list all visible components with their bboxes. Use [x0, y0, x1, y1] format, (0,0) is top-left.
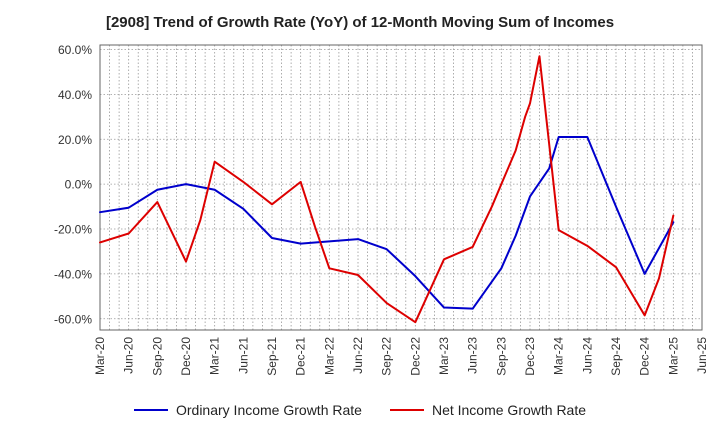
x-tick-label: Jun-20 [122, 337, 136, 374]
legend-swatch-net-income [389, 409, 424, 411]
x-tick-label: Mar-20 [93, 337, 107, 375]
x-tick-label: Mar-22 [322, 337, 336, 375]
x-tick-label: Sep-23 [494, 337, 508, 376]
x-tick-label: Sep-20 [150, 337, 164, 376]
x-tick-label: Mar-23 [437, 337, 451, 375]
legend-item-ordinary-income: Ordinary Income Growth Rate [133, 402, 362, 418]
x-tick-label: Mar-25 [666, 337, 680, 375]
x-tick-label: Jun-23 [466, 337, 480, 374]
x-tick-label: Mar-24 [552, 337, 566, 375]
x-tick-label: Jun-24 [580, 337, 594, 374]
x-tick-label: Sep-24 [609, 337, 623, 376]
series-line-ordinary-income [99, 136, 675, 310]
chart-title: [2908] Trend of Growth Rate (YoY) of 12-… [105, 14, 615, 31]
x-tick-label: Mar-21 [208, 337, 222, 375]
x-tick-label: Jun-25 [695, 337, 709, 374]
x-tick-label: Dec-22 [408, 337, 422, 376]
x-tick-label: Dec-24 [638, 337, 652, 376]
x-tick-label: Dec-21 [294, 337, 308, 376]
chart-legend: Ordinary Income Growth Rate Net Income G… [0, 402, 720, 418]
y-tick-label: -40.0% [54, 267, 92, 281]
y-tick-label: 40.0% [58, 88, 92, 102]
legend-label-ordinary-income: Ordinary Income Growth Rate [175, 402, 362, 418]
x-tick-label: Dec-20 [179, 337, 193, 376]
legend-label-net-income: Net Income Growth Rate [431, 402, 587, 418]
x-tick-label: Jun-21 [236, 337, 250, 374]
plot-frame [99, 44, 703, 331]
x-tick-label: Jun-22 [351, 337, 365, 374]
y-tick-label: -60.0% [54, 312, 92, 326]
series-line-net-income [99, 55, 675, 324]
y-tick-label: 60.0% [58, 43, 92, 57]
y-tick-label: 20.0% [58, 133, 92, 147]
legend-item-net-income: Net Income Growth Rate [389, 402, 587, 418]
x-tick-label: Sep-21 [265, 337, 279, 376]
x-tick-label: Sep-22 [380, 337, 394, 376]
legend-swatch-ordinary-income [133, 409, 168, 411]
plot-area [100, 45, 702, 330]
y-tick-label: -20.0% [54, 223, 92, 237]
y-tick-label: 0.0% [65, 178, 93, 192]
x-tick-label: Dec-23 [523, 337, 537, 376]
